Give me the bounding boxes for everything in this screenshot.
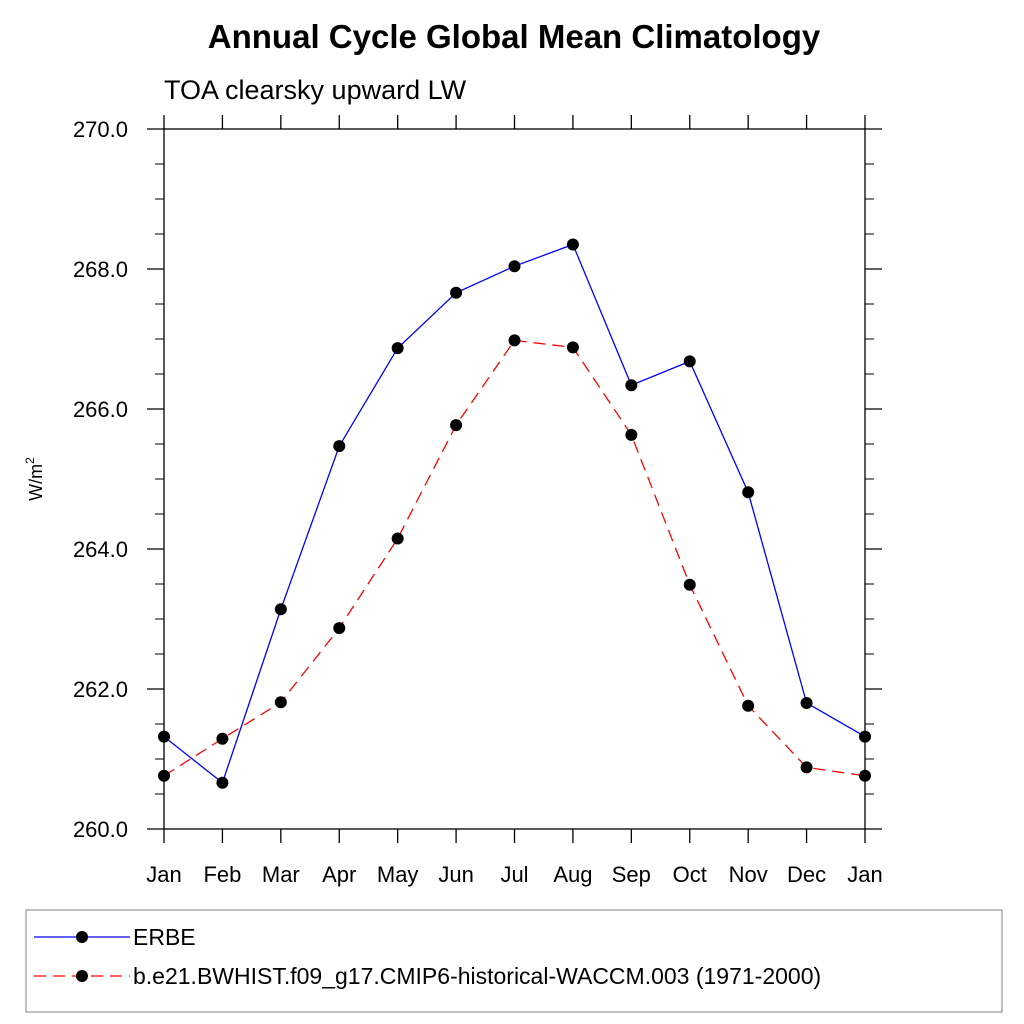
chart-subtitle: TOA clearsky upward LW <box>164 75 467 105</box>
x-tick-label: Apr <box>322 862 356 887</box>
legend: ERBE b.e21.BWHIST.f09_g17.CMIP6-historica… <box>25 909 1003 1013</box>
series-2-point <box>800 761 813 774</box>
legend-marker-1 <box>76 931 88 943</box>
x-tick-label: Jan <box>847 862 882 887</box>
series-1-point <box>683 355 696 368</box>
x-tick-label: Nov <box>729 862 768 887</box>
x-tick-label: Oct <box>673 862 707 887</box>
series-2-point <box>683 578 696 591</box>
x-tick-label: Feb <box>203 862 241 887</box>
legend-label-2: b.e21.BWHIST.f09_g17.CMIP6-historical-WA… <box>133 963 821 989</box>
series-1-point <box>742 486 755 499</box>
series-1-point <box>274 603 287 616</box>
series-2-point <box>859 769 871 782</box>
x-tick-label: Aug <box>553 862 592 887</box>
legend-label-1: ERBE <box>133 924 196 950</box>
series-2-point <box>216 732 229 745</box>
series-2-point <box>742 699 755 712</box>
chart-title: Annual Cycle Global Mean Climatology <box>208 18 821 55</box>
y-axis-label-text: W/m <box>26 464 46 501</box>
series-1-point <box>625 379 638 392</box>
series-1-point <box>859 730 871 743</box>
y-axis-label-superscript: 2 <box>23 457 37 464</box>
series-line-2 <box>163 339 866 777</box>
series-2-point <box>566 341 579 354</box>
axis-ticks <box>147 115 882 843</box>
y-tick-label: 268.0 <box>73 257 128 282</box>
series-1-point <box>391 342 404 355</box>
series-2-point <box>450 419 463 432</box>
x-tick-label: May <box>377 862 419 887</box>
y-tick-labels: 260.0 262.0 264.0 266.0 268.0 270.0 <box>73 117 128 842</box>
plot-border <box>163 128 866 830</box>
x-tick-label: Jul <box>500 862 528 887</box>
y-tick-label: 262.0 <box>73 677 128 702</box>
x-tick-label: Sep <box>612 862 651 887</box>
series-2-point <box>625 428 638 441</box>
series-line-1 <box>163 243 866 784</box>
y-tick-label: 260.0 <box>73 817 128 842</box>
series-1-point <box>450 286 463 299</box>
y-tick-label: 270.0 <box>73 117 128 142</box>
series-1-point <box>158 730 170 743</box>
series-1-point <box>800 697 813 709</box>
y-axis-label: W/m2 <box>23 457 46 501</box>
y-tick-label: 264.0 <box>73 537 128 562</box>
series-1-point <box>333 440 346 453</box>
series-layer <box>158 238 871 789</box>
series-2-point <box>333 622 346 635</box>
series-2-point <box>274 696 287 709</box>
x-tick-label: Jun <box>438 862 473 887</box>
series-1-point <box>216 776 229 789</box>
series-1-point <box>566 238 579 251</box>
plot-area <box>163 128 866 830</box>
series-1-point <box>508 260 521 273</box>
legend-box <box>25 909 1003 1013</box>
series-2-point <box>158 769 170 782</box>
y-tick-label: 266.0 <box>73 397 128 422</box>
legend-marker-2 <box>76 970 88 982</box>
series-2-point <box>391 532 404 545</box>
series-2-point <box>508 334 521 347</box>
x-tick-label: Dec <box>787 862 826 887</box>
x-tick-label: Jan <box>146 862 181 887</box>
x-tick-label: Mar <box>262 862 300 887</box>
x-tick-labels: Jan Feb Mar Apr May Jun Jul Aug Sep Oct Nov Dec Jan <box>146 862 882 887</box>
